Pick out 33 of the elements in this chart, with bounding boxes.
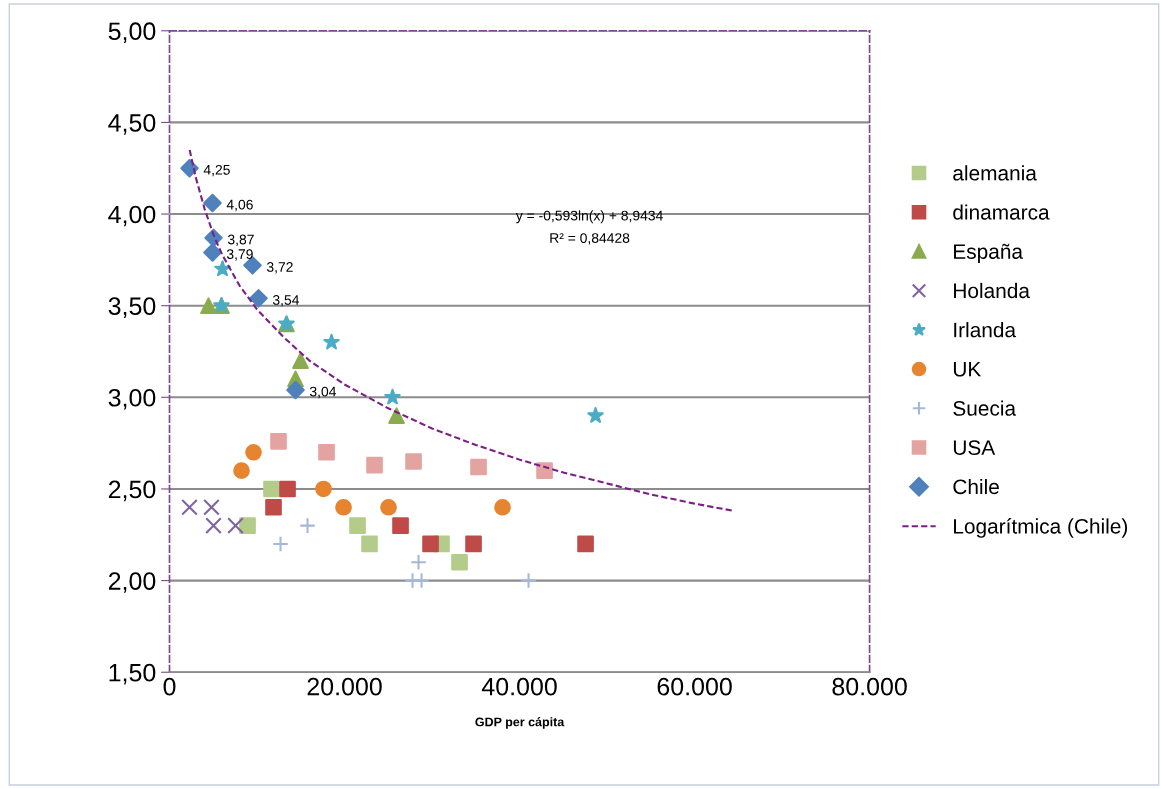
data-label: 3,54	[272, 295, 300, 307]
legend-label: alemania	[953, 165, 1037, 181]
data-label: 4,06	[226, 199, 253, 212]
x-tick-label: 20.000	[307, 677, 382, 696]
annotation: R² = 0,84428	[550, 233, 630, 245]
y-tick-label: 4,50	[108, 114, 156, 135]
x-axis-title: GDP per cápita	[475, 717, 565, 729]
legend-label: Chile	[953, 478, 999, 495]
y-tick-label: 3,50	[108, 297, 156, 318]
y-tick-label: 1,50	[109, 663, 156, 685]
y-tick-label: 4,00	[108, 205, 156, 227]
y-tick-label: 2,50	[108, 480, 156, 502]
legend-label: Holanda	[954, 282, 1030, 299]
x-tick-label: 40.000	[481, 677, 557, 696]
x-tick-label: 60.000	[657, 677, 732, 696]
legend-label: Logarítmica (Chile)	[954, 518, 1128, 538]
y-tick-label: 2,00	[108, 572, 156, 593]
legend-label: Suecia	[953, 400, 1017, 416]
x-tick-label: 0	[163, 677, 176, 696]
y-tick-label: 5,00	[108, 22, 156, 44]
data-label: 3,79	[226, 249, 253, 261]
y-tick-label: 3,00	[108, 388, 156, 410]
data-label: 3,87	[227, 234, 254, 247]
data-label: 4,25	[203, 164, 230, 177]
annotation: y = -0,593ln(x) + 8,9434	[515, 210, 663, 224]
legend-label: España	[954, 243, 1023, 264]
data-label: 3,04	[309, 386, 337, 399]
legend-label: dinamarca	[953, 204, 1050, 220]
legend-label: UK	[953, 362, 982, 377]
legend-label: USA	[953, 440, 996, 455]
data-label: 3,72	[266, 262, 293, 274]
legend-label: Irlanda	[954, 322, 1017, 338]
x-tick-label: 80.000	[832, 677, 907, 696]
